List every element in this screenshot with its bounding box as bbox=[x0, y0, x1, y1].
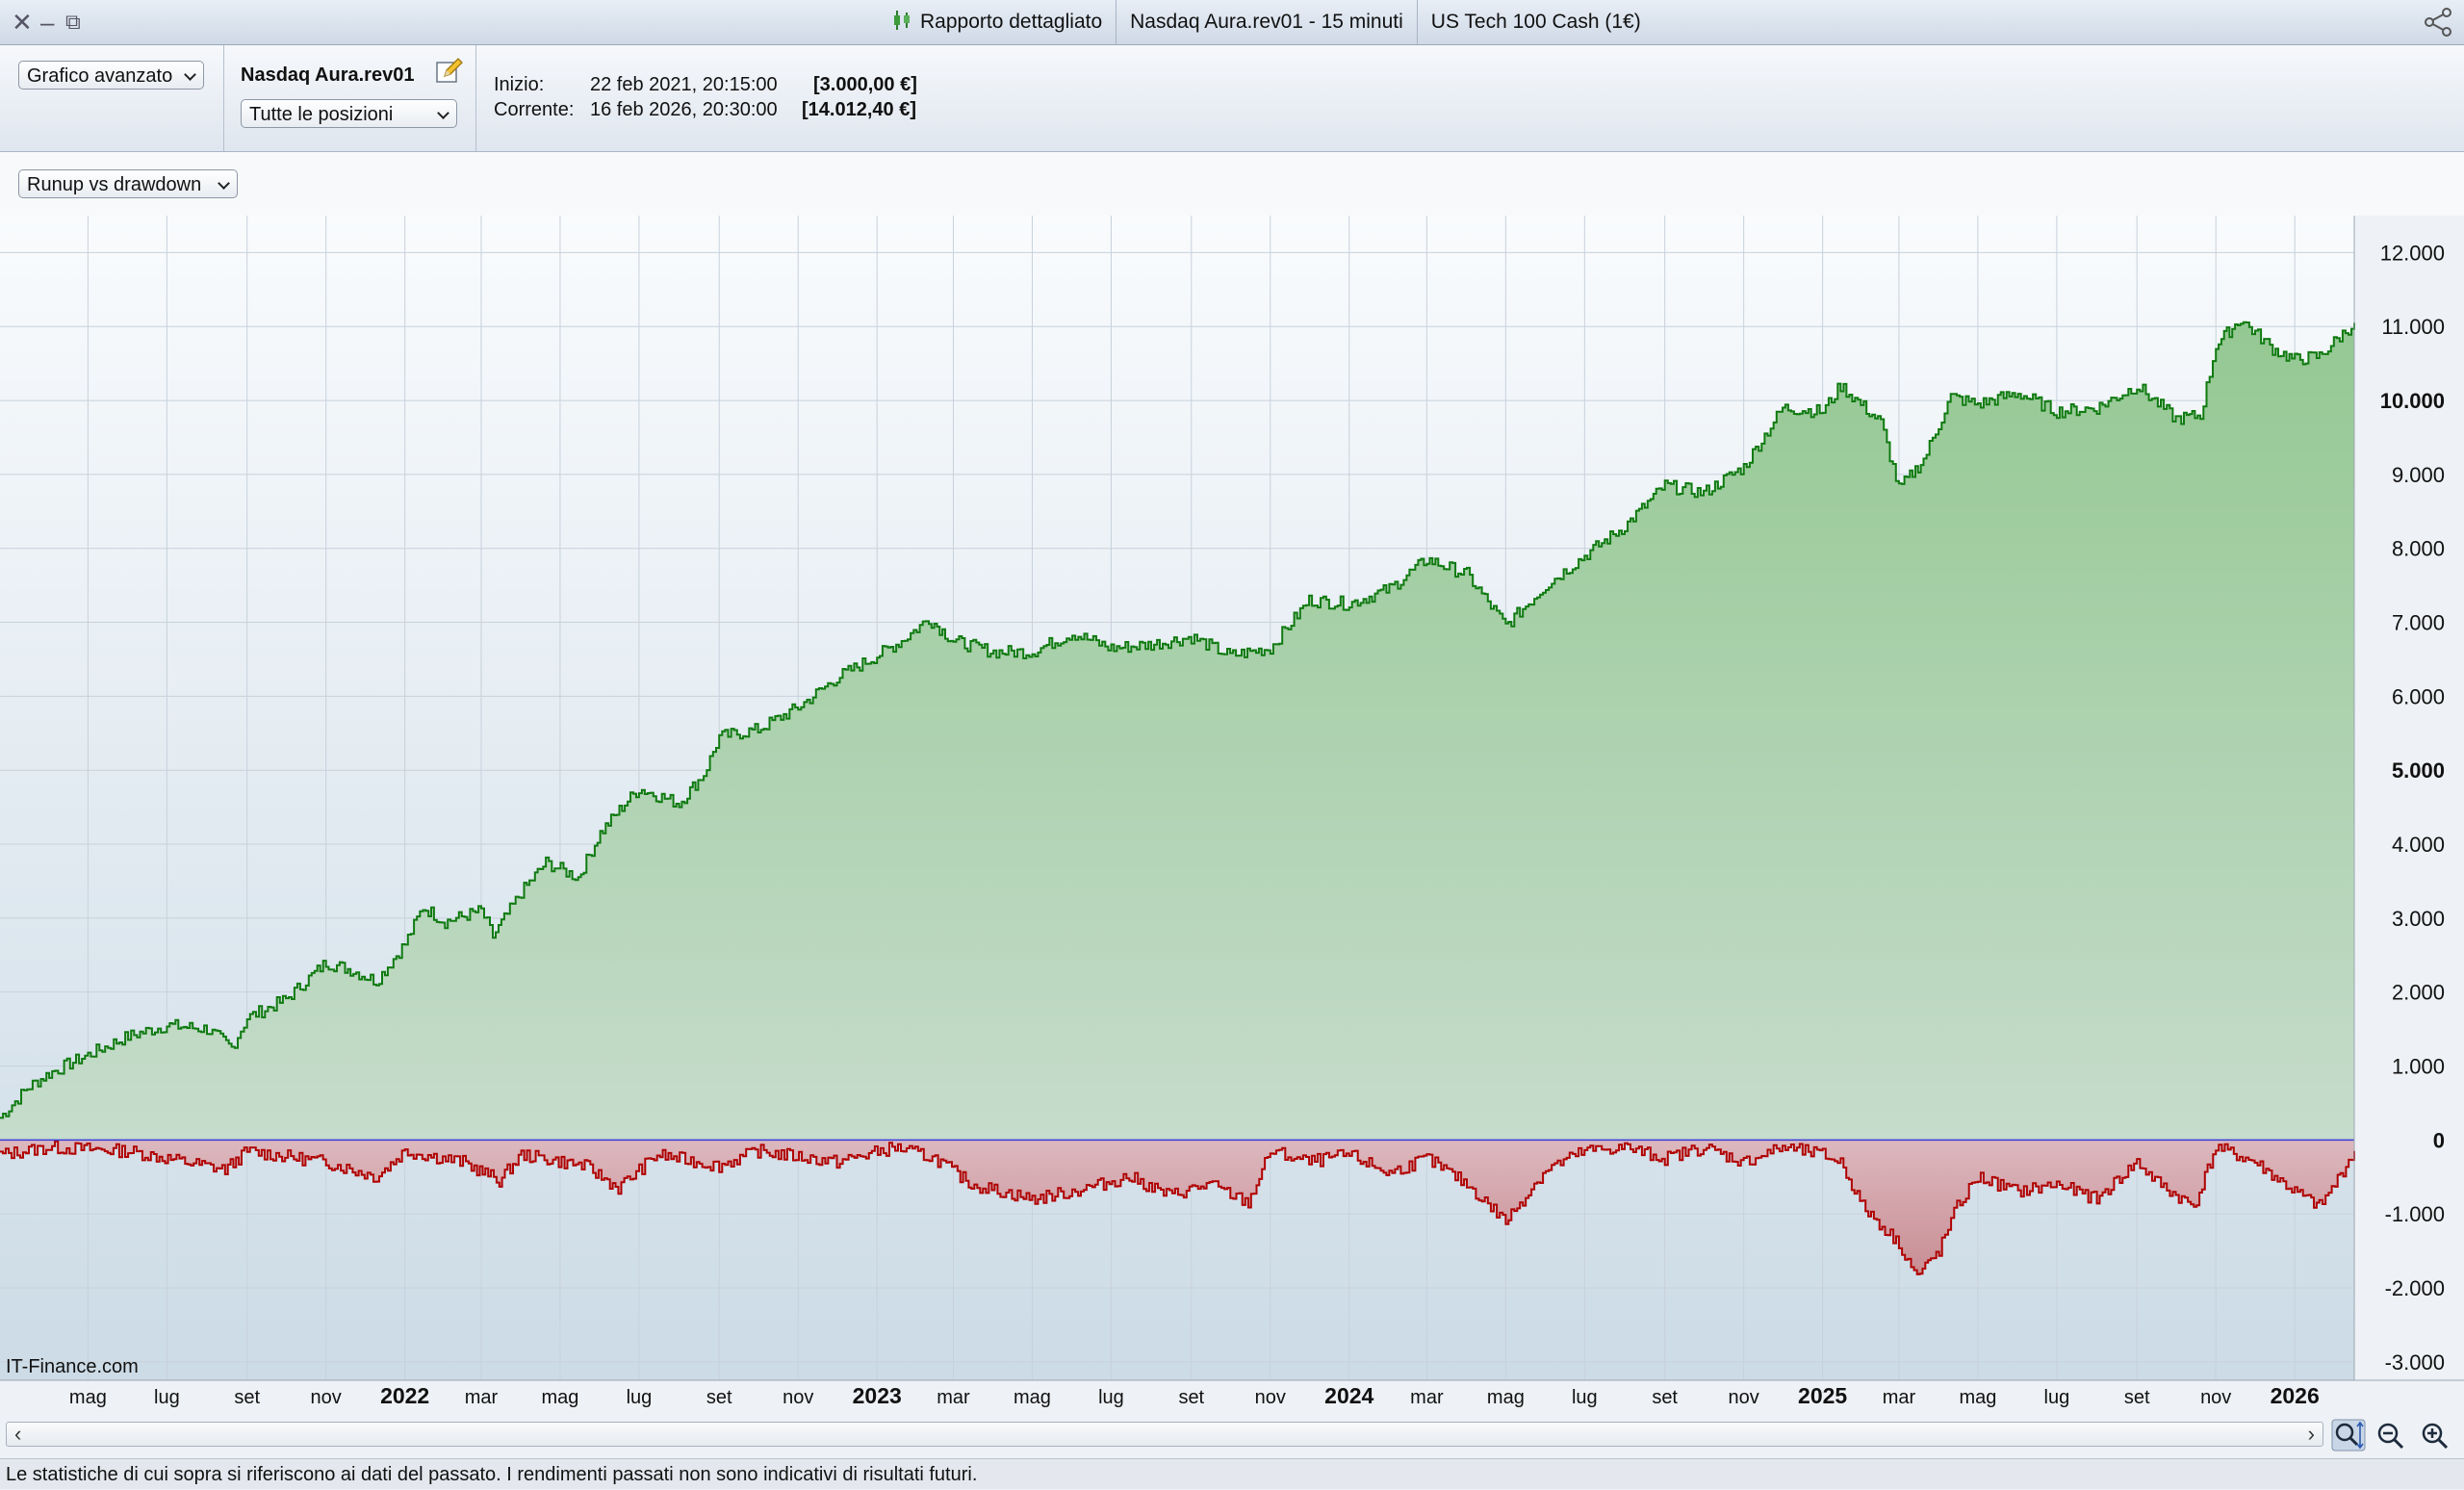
system-name: Nasdaq Aura.rev01 bbox=[241, 64, 415, 86]
share-icon[interactable] bbox=[2422, 6, 2454, 39]
x-tick-label: mar bbox=[937, 1387, 970, 1408]
x-tick-label: 2024 bbox=[1324, 1383, 1373, 1408]
x-tick-label: nov bbox=[2200, 1387, 2231, 1408]
tab-label: Rapporto dettagliato bbox=[920, 11, 1103, 33]
runup-drawdown-chart: 12.000 11.000 10.000 9.000 8.000 7.000 6.000 5.… bbox=[0, 216, 2464, 1408]
watermark: IT-Finance.com bbox=[6, 1356, 139, 1377]
x-tick-label: 2025 bbox=[1798, 1383, 1847, 1408]
current-label: Corrente: bbox=[494, 99, 575, 120]
y-tick-label: 8.000 bbox=[2392, 537, 2445, 561]
y-tick-label: 11.000 bbox=[2381, 315, 2445, 339]
positions-select[interactable]: Tutte le posizioni bbox=[241, 99, 457, 128]
y-axis-labels: 12.000 11.000 10.000 9.000 8.000 7.000 6.000 5.… bbox=[2380, 241, 2445, 1374]
minimize-icon[interactable]: – bbox=[40, 8, 55, 37]
window-tabs: Rapporto dettagliato Nasdaq Aura.rev01 -… bbox=[878, 0, 1655, 44]
y-tick-label: 9.000 bbox=[2392, 463, 2445, 487]
start-date: 22 feb 2021, 20:15:00 bbox=[590, 74, 778, 95]
chart-toolbar: Runup vs drawdown bbox=[0, 152, 2464, 216]
x-tick-label: mar bbox=[1883, 1387, 1916, 1408]
scroll-right-icon[interactable]: › bbox=[2307, 1422, 2315, 1446]
y-tick-label: -3.000 bbox=[2385, 1350, 2445, 1374]
x-tick-label: mar bbox=[465, 1387, 499, 1408]
x-tick-label: mag bbox=[1959, 1387, 1996, 1408]
report-header: Grafico avanzato Nasdaq Aura.rev01 Tutte… bbox=[0, 45, 2464, 152]
drawdown-line bbox=[0, 1140, 2355, 1275]
x-tick-label: nov bbox=[1729, 1387, 1759, 1408]
disclaimer-footer: Le statistiche di cui sopra si riferisco… bbox=[0, 1458, 2464, 1489]
view-select[interactable]: Grafico avanzato bbox=[18, 61, 204, 90]
scroll-left-icon[interactable]: ‹ bbox=[14, 1422, 22, 1446]
x-axis-labels: mag lug set nov 2022 mar mag lug set nov 2023 mar ma… bbox=[69, 1383, 2320, 1408]
horizontal-scrollbar[interactable]: ‹ › bbox=[6, 1422, 2323, 1447]
x-tick-label: set bbox=[1652, 1387, 1678, 1408]
y-tick-label: 10.000 bbox=[2380, 389, 2445, 413]
y-tick-label: 7.000 bbox=[2392, 611, 2445, 635]
x-tick-label: lug bbox=[627, 1387, 653, 1408]
x-tick-label: mar bbox=[1410, 1387, 1444, 1408]
x-tick-label: lug bbox=[2044, 1387, 2070, 1408]
x-tick-label: mag bbox=[1014, 1387, 1051, 1408]
divider bbox=[223, 45, 224, 151]
current-value: [14.012,40 €] bbox=[802, 99, 916, 120]
chart-areas bbox=[0, 321, 2355, 1275]
tab-system[interactable]: Nasdaq Aura.rev01 - 15 minuti bbox=[1116, 0, 1417, 44]
current-date: 16 feb 2026, 20:30:00 bbox=[590, 99, 778, 120]
candlestick-icon bbox=[894, 11, 910, 30]
x-tick-label: nov bbox=[783, 1387, 813, 1408]
runup-area bbox=[0, 321, 2354, 1141]
y-tick-label: 4.000 bbox=[2392, 833, 2445, 857]
zoom-in-icon[interactable] bbox=[2418, 1419, 2452, 1451]
y-tick-label: 3.000 bbox=[2392, 907, 2445, 931]
y-tick-label: 6.000 bbox=[2392, 684, 2445, 708]
tab-instrument[interactable]: US Tech 100 Cash (1€) bbox=[1416, 0, 1655, 44]
y-tick-label: 0 bbox=[2433, 1128, 2445, 1152]
tab-detailed-report[interactable]: Rapporto dettagliato bbox=[878, 0, 1116, 44]
chart-type-select[interactable]: Runup vs drawdown bbox=[18, 169, 238, 198]
x-tick-label: nov bbox=[311, 1387, 342, 1408]
x-tick-label: set bbox=[2124, 1387, 2150, 1408]
zoom-fit-icon[interactable] bbox=[2331, 1419, 2366, 1451]
y-tick-label: 12.000 bbox=[2380, 241, 2445, 265]
runup-line bbox=[0, 321, 2355, 1119]
x-tick-label: mag bbox=[541, 1387, 578, 1408]
x-tick-label: lug bbox=[1098, 1387, 1124, 1408]
x-tick-label: lug bbox=[1572, 1387, 1598, 1408]
x-tick-label: nov bbox=[1255, 1387, 1286, 1408]
y-tick-label: 1.000 bbox=[2392, 1054, 2445, 1078]
x-tick-label: 2026 bbox=[2271, 1383, 2320, 1408]
drawdown-area bbox=[0, 1140, 2354, 1274]
zoom-out-icon[interactable] bbox=[2374, 1419, 2408, 1451]
x-tick-label: 2023 bbox=[853, 1383, 902, 1408]
y-tick-label: 5.000 bbox=[2392, 758, 2445, 783]
x-tick-label: set bbox=[1178, 1387, 1204, 1408]
y-tick-label: -2.000 bbox=[2385, 1276, 2445, 1300]
x-tick-label: mag bbox=[1487, 1387, 1525, 1408]
close-icon[interactable]: ✕ bbox=[12, 8, 33, 37]
y-tick-label: -1.000 bbox=[2385, 1202, 2445, 1226]
restore-icon[interactable]: ⧉ bbox=[65, 10, 81, 34]
x-tick-label: mag bbox=[69, 1387, 107, 1408]
y-tick-label: 2.000 bbox=[2392, 981, 2445, 1005]
x-tick-label: 2022 bbox=[380, 1383, 429, 1408]
start-value: [3.000,00 €] bbox=[813, 74, 917, 95]
x-tick-label: set bbox=[234, 1387, 260, 1408]
edit-icon[interactable] bbox=[435, 57, 464, 86]
divider bbox=[475, 45, 476, 151]
start-label: Inizio: bbox=[494, 74, 545, 95]
window-titlebar: ✕ – ⧉ Rapporto dettagliato Nasdaq Aura.r… bbox=[0, 0, 2464, 45]
chart-area: 12.000 11.000 10.000 9.000 8.000 7.000 6.000 5.… bbox=[0, 216, 2464, 1409]
x-tick-label: lug bbox=[154, 1387, 180, 1408]
x-tick-label: set bbox=[706, 1387, 732, 1408]
